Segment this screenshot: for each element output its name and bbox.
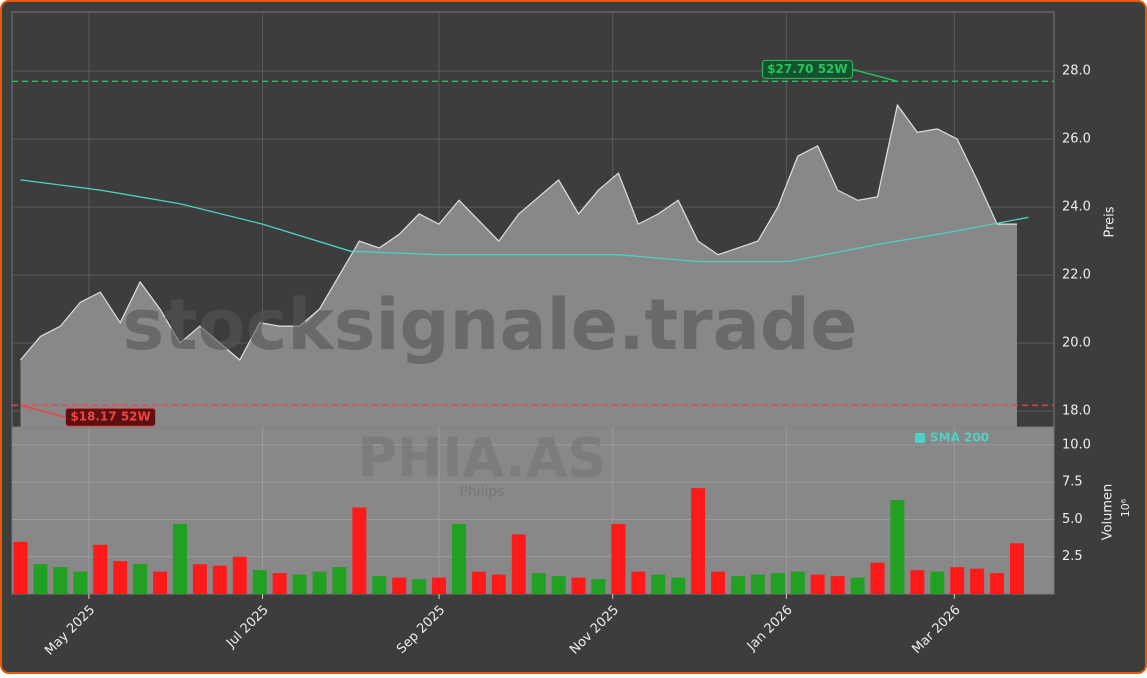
y2-tick-label: 2.5	[1062, 549, 1083, 564]
volume-bar	[870, 562, 885, 594]
volume-bar	[292, 574, 307, 594]
legend-label: SMA 200	[930, 431, 989, 445]
price-area	[20, 105, 1017, 427]
volume-bar	[332, 567, 347, 594]
volume-bar	[372, 576, 387, 594]
volume-bar	[432, 577, 447, 594]
volume-bar	[471, 571, 486, 594]
volume-bar	[711, 571, 726, 594]
y-tick-label: 18.0	[1062, 404, 1091, 419]
volume-bar	[13, 541, 28, 594]
watermark: stocksignale.trade	[123, 284, 858, 366]
volume-bar	[551, 576, 566, 594]
volume-bar	[790, 571, 805, 594]
volume-bar	[192, 564, 207, 594]
volume-bar	[890, 500, 905, 594]
volume-bar	[671, 577, 686, 594]
y2-tick-label: 5.0	[1062, 512, 1083, 527]
volume-bar	[970, 568, 985, 594]
y-axis-label: Preis	[1103, 206, 1118, 237]
volume-bar	[910, 570, 925, 594]
volume-bar	[691, 488, 706, 594]
volume-bar	[531, 573, 546, 594]
volume-bar	[591, 579, 606, 594]
low-label: $18.17 52W	[70, 410, 150, 424]
volume-bar	[352, 507, 367, 594]
company-watermark: Philips	[459, 484, 504, 500]
volume-bar	[930, 571, 945, 594]
volume-bar	[212, 565, 227, 594]
volume-bar	[412, 579, 427, 594]
y-tick-label: 20.0	[1062, 336, 1091, 351]
volume-bar	[810, 574, 825, 594]
volume-bar	[73, 571, 88, 594]
volume-bar	[153, 571, 168, 594]
price-line	[20, 103, 1017, 361]
volume-bar	[950, 567, 965, 594]
y2-axis-label: Volumen	[1101, 484, 1116, 541]
volume-bar	[272, 573, 287, 594]
volume-bar	[770, 573, 785, 594]
volume-bar	[451, 523, 466, 594]
volume-bar	[830, 576, 845, 594]
volume-bar	[53, 567, 68, 594]
y2-tick-label: 7.5	[1062, 475, 1083, 490]
high-arrow	[852, 68, 898, 83]
volume-bar	[133, 564, 148, 594]
y2-scale-label: 10⁶	[1119, 498, 1132, 517]
volume-bar	[113, 561, 128, 594]
volume-bar	[511, 534, 526, 594]
low-arrow	[20, 404, 66, 418]
volume-bar	[33, 564, 48, 594]
high-label-box	[761, 59, 853, 79]
legend-swatch	[915, 433, 925, 443]
y-tick-label: 28.0	[1062, 64, 1091, 79]
y-tick-label: 24.0	[1062, 200, 1091, 215]
volume-bar	[730, 576, 745, 594]
volume-bar	[631, 571, 646, 594]
volume-bar	[571, 577, 586, 594]
high-label: $27.70 52W	[767, 62, 847, 76]
y-tick-label: 22.0	[1062, 268, 1091, 283]
y2-tick-label: 10.0	[1062, 437, 1091, 452]
volume-bar	[232, 556, 247, 594]
y-tick-label: 26.0	[1062, 132, 1091, 147]
volume-bar	[312, 571, 327, 594]
volume-bar	[990, 573, 1005, 594]
volume-bar	[850, 577, 865, 594]
volume-bar	[611, 523, 626, 594]
volume-bar	[651, 574, 666, 594]
volume-bar	[491, 574, 506, 594]
ticker-watermark: PHIA.AS	[358, 427, 607, 490]
volume-bar	[750, 574, 765, 594]
volume-bar	[1009, 543, 1024, 594]
volume-bar	[252, 570, 267, 594]
volume-bar	[93, 544, 108, 594]
volume-bar	[392, 577, 407, 594]
volume-bar	[172, 523, 187, 594]
low-label-box	[65, 407, 157, 427]
sma-line	[20, 179, 1029, 263]
